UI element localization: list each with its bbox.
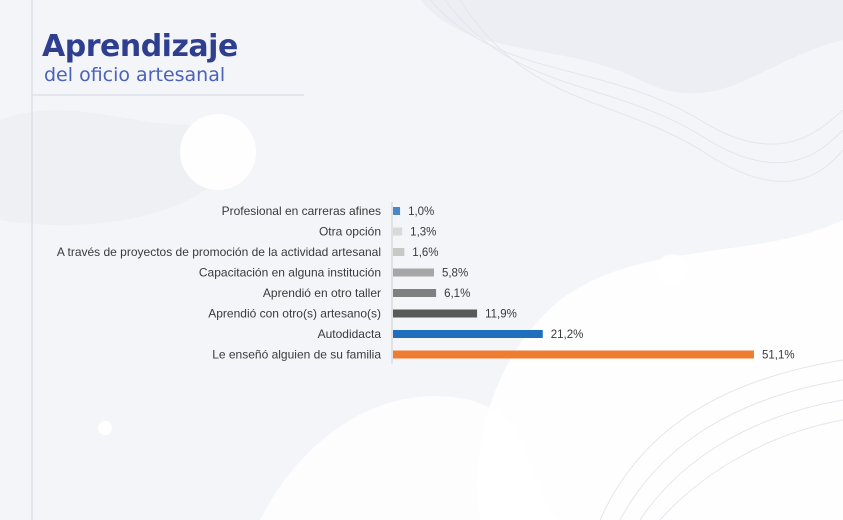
bar (393, 207, 401, 215)
title-block: Aprendizaje del oficio artesanal (42, 29, 238, 87)
value-label: 1,3% (410, 227, 436, 239)
value-label: 11,9% (485, 309, 517, 321)
bar (393, 227, 403, 236)
value-label: 1,6% (412, 247, 438, 259)
bar (393, 309, 478, 318)
bar (393, 248, 405, 256)
bar (393, 268, 434, 277)
category-label: Le enseñó alguien de su familia (212, 348, 381, 362)
page-subtitle: del oficio artesanal (44, 64, 226, 86)
category-label: Capacitación en alguna institución (199, 266, 381, 280)
category-label: Aprendió en otro taller (263, 286, 381, 300)
category-label: A través de proyectos de promoción de la… (57, 245, 381, 259)
bar (393, 289, 437, 297)
bar (393, 330, 543, 338)
value-label: 5,8% (442, 268, 468, 280)
category-label: Aprendió con otro(s) artesano(s) (208, 307, 381, 321)
bar (393, 350, 754, 359)
value-label: 21,2% (551, 329, 584, 341)
value-label: 1,0% (408, 206, 434, 218)
category-label: Otra opción (319, 225, 381, 239)
value-label: 6,1% (444, 288, 470, 300)
page-title: Aprendizaje (42, 29, 238, 64)
category-label: Autodidacta (318, 327, 382, 341)
category-label: Profesional en carreras afines (222, 204, 381, 218)
value-label: 51,1% (762, 350, 795, 362)
